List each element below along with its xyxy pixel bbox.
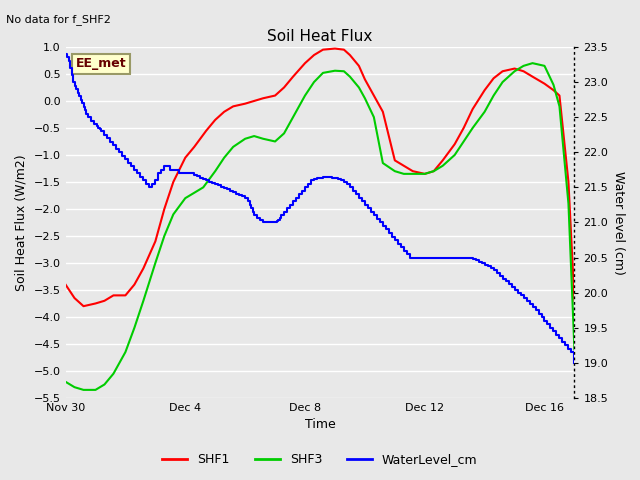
X-axis label: Time: Time [305, 419, 335, 432]
Text: No data for f_SHF2: No data for f_SHF2 [6, 14, 111, 25]
Legend: SHF1, SHF3, WaterLevel_cm: SHF1, SHF3, WaterLevel_cm [157, 448, 483, 471]
Y-axis label: Soil Heat Flux (W/m2): Soil Heat Flux (W/m2) [15, 154, 28, 291]
Title: Soil Heat Flux: Soil Heat Flux [268, 29, 372, 44]
Text: EE_met: EE_met [76, 58, 126, 71]
Y-axis label: Water level (cm): Water level (cm) [612, 170, 625, 275]
